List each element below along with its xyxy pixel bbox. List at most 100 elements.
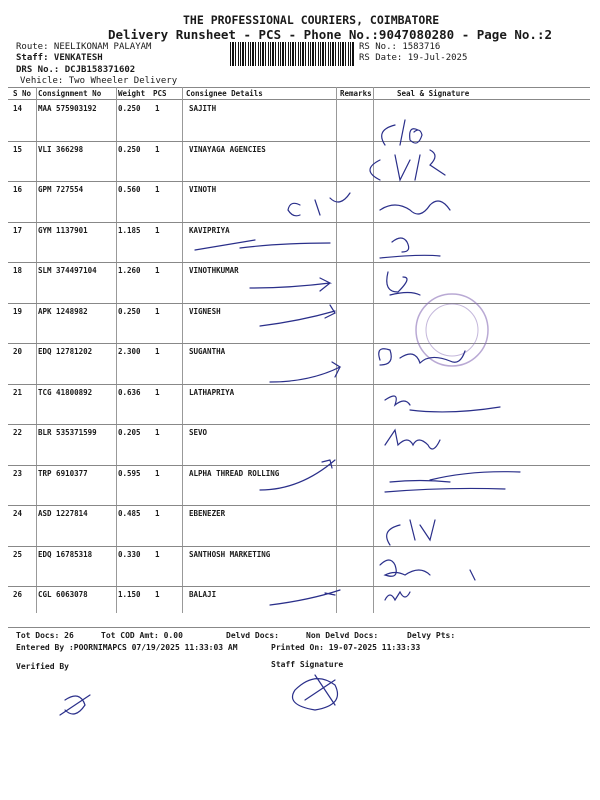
col-header-consignee: Consignee Details bbox=[186, 89, 263, 98]
col-header-consignment: Consignment No bbox=[38, 89, 102, 98]
staff: Staff: VENKATESH bbox=[16, 53, 103, 63]
weight-cell: 0.595 bbox=[118, 468, 141, 478]
consignment-no-cell: TCG 41800892 bbox=[38, 387, 93, 397]
consignment-no-cell: TRP 6910377 bbox=[38, 468, 88, 478]
pcs-cell: 1 bbox=[155, 347, 160, 356]
weight-cell: 0.250 bbox=[118, 144, 141, 154]
divider bbox=[8, 87, 590, 88]
col-header-weight: Weight bbox=[118, 89, 146, 98]
pcs-cell: 1 bbox=[155, 428, 160, 437]
weight-cell: 0.250 bbox=[118, 306, 141, 316]
weight-cell: 0.485 bbox=[118, 509, 141, 518]
entered-by: Entered By :POORNIMAPCS 07/19/2025 11:33… bbox=[16, 643, 238, 652]
consignment-no-cell: CGL 6063078 bbox=[38, 590, 88, 599]
sno-cell: 22 bbox=[13, 428, 23, 437]
consignee-cell: SAJITH bbox=[189, 104, 217, 113]
sno-cell: 16 bbox=[13, 185, 23, 194]
col-header-sno: S No bbox=[13, 89, 32, 98]
sno-cell: 17 bbox=[13, 225, 23, 235]
consignee-cell: VINOTHKUMAR bbox=[189, 266, 239, 275]
pcs-cell: 1 bbox=[155, 266, 160, 275]
barcode bbox=[230, 42, 354, 66]
consignee-cell: VINOTH bbox=[189, 185, 217, 194]
vehicle: Vehicle: Two Wheeler Delivery bbox=[20, 76, 178, 86]
sno-cell: 15 bbox=[13, 144, 23, 154]
company-stamp bbox=[415, 293, 489, 367]
consignment-no-cell: MAA 575903192 bbox=[38, 104, 97, 113]
route: Route: NEELIKONAM PALAYAM bbox=[16, 42, 152, 52]
sno-cell: 20 bbox=[13, 347, 23, 356]
col-header-seal-signature: Seal & Signature bbox=[397, 89, 470, 98]
rs-no: RS No.: 1583716 bbox=[359, 42, 441, 52]
consignee-cell: LATHAPRIYA bbox=[189, 387, 235, 397]
sno-cell: 18 bbox=[13, 266, 23, 275]
consignee-cell: SEVO bbox=[189, 428, 208, 437]
tot-docs: Tot Docs: 26 bbox=[16, 631, 74, 640]
sno-cell: 21 bbox=[13, 387, 23, 397]
consignment-no-cell: GPM 727554 bbox=[38, 185, 84, 194]
row-divider bbox=[8, 140, 590, 142]
consignee-cell: SANTHOSH MARKETING bbox=[189, 549, 271, 559]
row-divider bbox=[8, 343, 590, 344]
weight-cell: 0.330 bbox=[118, 549, 141, 559]
pcs-cell: 1 bbox=[155, 590, 160, 599]
tot-cod-amt: Tot COD Amt: 0.00 bbox=[101, 631, 183, 640]
sno-cell: 26 bbox=[13, 590, 23, 599]
col-header-pcs: PCS bbox=[153, 89, 167, 98]
row-divider bbox=[8, 302, 590, 304]
row-divider bbox=[8, 586, 590, 587]
pcs-cell: 1 bbox=[155, 104, 160, 113]
sno-cell: 23 bbox=[13, 468, 23, 478]
row-divider bbox=[8, 545, 590, 547]
sno-cell: 19 bbox=[13, 306, 23, 316]
pcs-cell: 1 bbox=[155, 468, 160, 478]
consignee-cell: VIGNESH bbox=[189, 306, 221, 316]
pcs-cell: 1 bbox=[155, 306, 160, 316]
consignment-no-cell: ASD 1227814 bbox=[38, 509, 88, 518]
rs-date: RS Date: 19-Jul-2025 bbox=[359, 53, 468, 63]
company-name: THE PROFESSIONAL COURIERS, COIMBATORE bbox=[183, 13, 440, 27]
row-divider bbox=[8, 221, 590, 223]
consignment-no-cell: VLI 366298 bbox=[38, 144, 84, 154]
pcs-cell: 1 bbox=[155, 144, 160, 154]
printed-on: Printed On: 19-07-2025 11:33:33 bbox=[271, 643, 421, 652]
row-divider bbox=[8, 464, 590, 466]
consignment-no-cell: APK 1248982 bbox=[38, 306, 88, 316]
consignee-cell: ALPHA THREAD ROLLING bbox=[189, 468, 280, 478]
consignee-cell: EBENEZER bbox=[189, 509, 226, 518]
row-divider bbox=[8, 424, 590, 425]
weight-cell: 2.300 bbox=[118, 347, 141, 356]
row-divider bbox=[8, 505, 590, 506]
row-divider bbox=[8, 181, 590, 182]
consignment-no-cell: GYM 1137901 bbox=[38, 225, 88, 235]
staff-signature-label: Staff Signature bbox=[271, 660, 344, 669]
pcs-cell: 1 bbox=[155, 387, 160, 397]
weight-cell: 1.260 bbox=[118, 266, 141, 275]
document-title: Delivery Runsheet - PCS - Phone No.:9047… bbox=[108, 27, 553, 42]
weight-cell: 0.560 bbox=[118, 185, 141, 194]
drs-no: DRS No.: DCJB158371602 bbox=[16, 65, 136, 75]
row-divider bbox=[8, 626, 590, 628]
weight-cell: 1.150 bbox=[118, 590, 141, 599]
weight-cell: 1.185 bbox=[118, 225, 141, 235]
weight-cell: 0.205 bbox=[118, 428, 141, 437]
sno-cell: 14 bbox=[13, 104, 23, 113]
weight-cell: 0.636 bbox=[118, 387, 141, 397]
consignee-cell: SUGANTHA bbox=[189, 347, 226, 356]
consignment-no-cell: SLM 374497104 bbox=[38, 266, 97, 275]
consignee-cell: KAVIPRIYA bbox=[189, 225, 230, 235]
pcs-cell: 1 bbox=[155, 225, 160, 235]
non-delvd-docs: Non Delvd Docs: bbox=[306, 631, 379, 640]
col-header-remarks: Remarks bbox=[340, 89, 372, 98]
weight-cell: 0.250 bbox=[118, 104, 141, 113]
pcs-cell: 1 bbox=[155, 185, 160, 194]
pcs-cell: 1 bbox=[155, 549, 160, 559]
pcs-cell: 1 bbox=[155, 509, 160, 518]
consignee-cell: BALAJI bbox=[189, 590, 217, 599]
consignment-no-cell: EDQ 12781202 bbox=[38, 347, 93, 356]
sno-cell: 25 bbox=[13, 549, 23, 559]
row-divider bbox=[8, 262, 590, 263]
consignment-no-cell: BLR 535371599 bbox=[38, 428, 97, 437]
row-divider bbox=[8, 383, 590, 385]
